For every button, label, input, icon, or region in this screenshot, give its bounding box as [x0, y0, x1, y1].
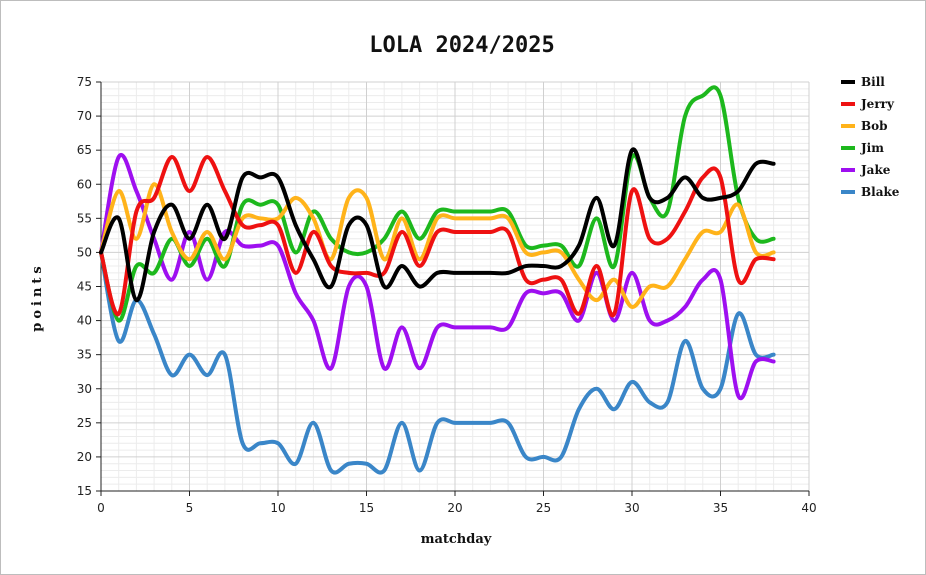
x-axis-label: matchday [421, 532, 492, 547]
legend-label-blake: Blake [861, 185, 900, 199]
legend-label-jim: Jim [860, 141, 884, 155]
x-tick-label: 20 [447, 501, 462, 515]
y-tick-label: 45 [77, 280, 92, 294]
x-tick-label: 40 [801, 501, 816, 515]
y-tick-label: 20 [77, 450, 92, 464]
y-tick-label: 40 [77, 314, 92, 328]
y-tick-label: 60 [77, 177, 92, 191]
axes [96, 81, 810, 496]
legend-label-bill: Bill [861, 75, 885, 89]
y-tick-label: 30 [77, 382, 92, 396]
x-tick-label: 15 [359, 501, 374, 515]
legend-label-bob: Bob [861, 119, 888, 133]
y-tick-label: 25 [77, 416, 92, 430]
series-line-bob [99, 182, 776, 309]
x-tick-labels: 0 5 10 15 20 25 30 35 40 [97, 501, 816, 515]
y-tick-label: 35 [77, 348, 92, 362]
series-line-blake [99, 250, 776, 475]
y-tick-label: 70 [77, 109, 92, 123]
legend-label-jerry: Jerry [860, 97, 895, 111]
x-tick-label: 35 [713, 501, 728, 515]
chart-title: LOLA 2024/2025 [369, 33, 554, 58]
series-line-jim [99, 85, 776, 323]
y-tick-label: 75 [77, 75, 92, 89]
x-tick-label: 30 [624, 501, 639, 515]
x-tick-label: 5 [186, 501, 194, 515]
series-line-jake [99, 152, 776, 401]
y-tick-labels: 15 20 25 30 35 40 45 50 55 60 65 70 75 [77, 75, 92, 498]
x-tick-label: 0 [97, 501, 105, 515]
y-tick-label: 50 [77, 245, 92, 259]
x-tick-label: 10 [270, 501, 285, 515]
y-tick-label: 15 [77, 484, 92, 498]
legend-label-jake: Jake [860, 163, 891, 177]
series-line-jerry [99, 154, 776, 318]
y-tick-label: 55 [77, 211, 92, 225]
y-axis-label: points [30, 262, 45, 331]
x-tick-label: 25 [536, 501, 551, 515]
legend: Bill Jerry Bob Jim Jake Blake [841, 75, 900, 199]
y-tick-label: 65 [77, 143, 92, 157]
series-lines [99, 85, 776, 475]
series-line-bill [99, 147, 776, 303]
